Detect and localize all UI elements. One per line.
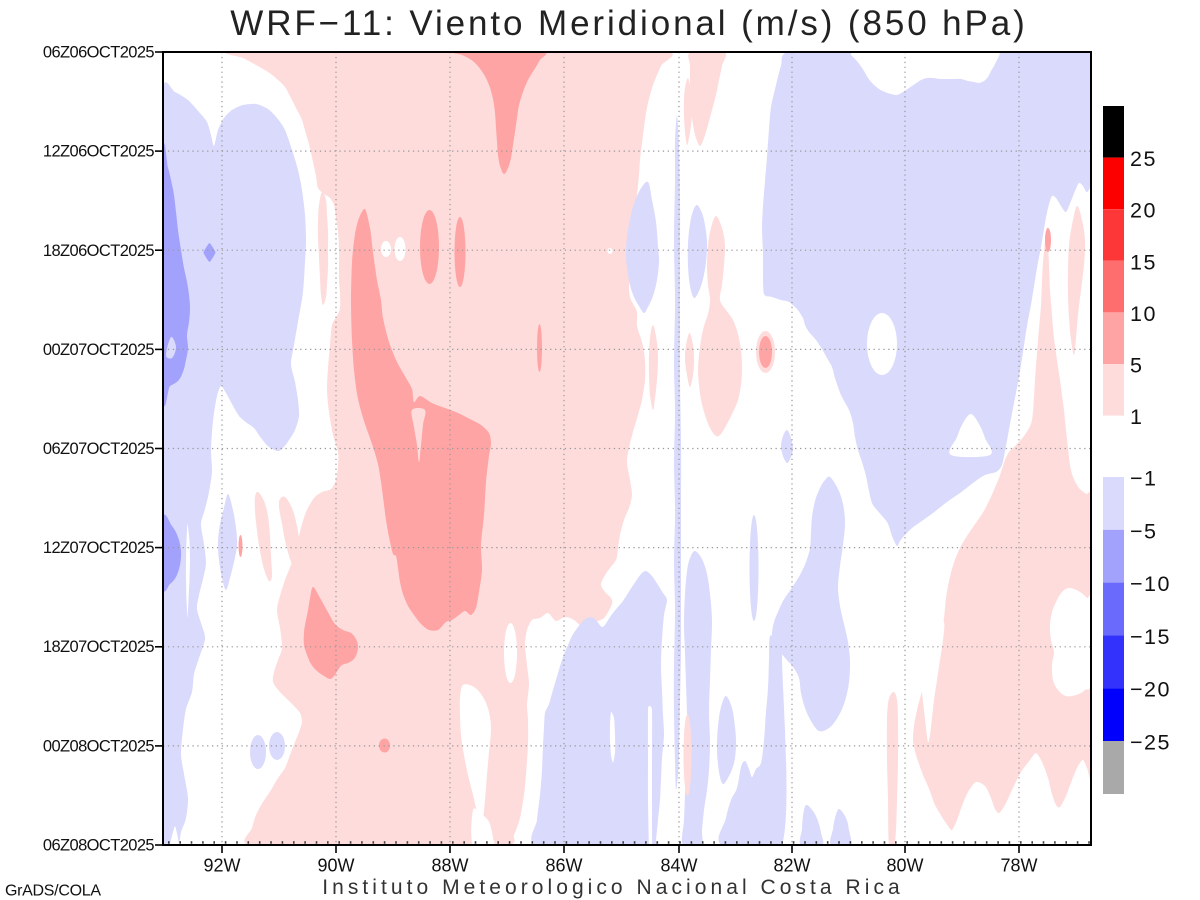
svg-text:06Z06OCT2025: 06Z06OCT2025 <box>43 44 155 62</box>
svg-text:WRF−11: Viento Meridional (m/s: WRF−11: Viento Meridional (m/s) (850 hPa… <box>230 4 1027 43</box>
svg-text:−15: −15 <box>1130 625 1171 649</box>
svg-text:−5: −5 <box>1130 519 1158 543</box>
svg-text:06Z07OCT2025: 06Z07OCT2025 <box>43 440 155 458</box>
svg-text:80W: 80W <box>886 856 923 876</box>
svg-text:00Z07OCT2025: 00Z07OCT2025 <box>43 341 155 359</box>
svg-text:84W: 84W <box>660 856 697 876</box>
svg-text:5: 5 <box>1130 354 1143 378</box>
svg-text:78W: 78W <box>1000 856 1037 876</box>
svg-text:−25: −25 <box>1130 731 1171 755</box>
svg-text:−1: −1 <box>1130 467 1158 491</box>
svg-text:86W: 86W <box>545 856 582 876</box>
svg-text:20: 20 <box>1130 199 1157 223</box>
svg-text:18Z07OCT2025: 18Z07OCT2025 <box>43 638 155 656</box>
svg-text:1: 1 <box>1130 405 1143 429</box>
svg-text:GrADS/COLA: GrADS/COLA <box>5 883 101 900</box>
svg-text:06Z08OCT2025: 06Z08OCT2025 <box>43 837 155 855</box>
svg-text:12Z07OCT2025: 12Z07OCT2025 <box>43 539 155 557</box>
svg-text:82W: 82W <box>773 856 810 876</box>
svg-text:12Z06OCT2025: 12Z06OCT2025 <box>43 143 155 161</box>
svg-text:88W: 88W <box>431 856 468 876</box>
svg-text:00Z08OCT2025: 00Z08OCT2025 <box>43 737 155 755</box>
svg-text:18Z06OCT2025: 18Z06OCT2025 <box>43 242 155 260</box>
svg-text:92W: 92W <box>203 856 240 876</box>
svg-text:15: 15 <box>1130 250 1157 274</box>
svg-text:10: 10 <box>1130 302 1157 326</box>
svg-text:25: 25 <box>1130 147 1157 171</box>
svg-text:−20: −20 <box>1130 678 1171 702</box>
svg-text:90W: 90W <box>317 856 354 876</box>
svg-text:Instituto Meteorologico Nacion: Instituto Meteorologico Nacional Costa R… <box>322 876 904 899</box>
svg-text:−10: −10 <box>1130 572 1171 596</box>
